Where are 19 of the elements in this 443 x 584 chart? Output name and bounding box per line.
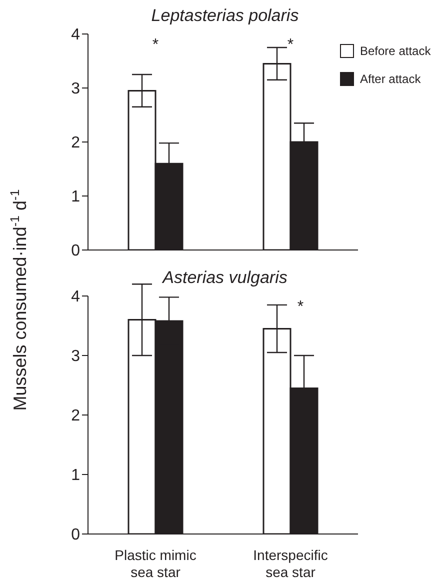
y-tick-label: 4 xyxy=(71,288,80,306)
y-tick-label: 3 xyxy=(71,348,80,366)
y-tick-label: 3 xyxy=(71,80,80,98)
y-tick-label: 1 xyxy=(71,467,80,484)
y-tick-label: 1 xyxy=(71,188,80,206)
legend-label: Before attack xyxy=(360,44,431,58)
annotation: * xyxy=(152,36,159,54)
y-tick-label: 0 xyxy=(71,526,80,544)
x-tick-label: Interspecific sea star xyxy=(253,547,328,580)
annotation: * xyxy=(297,298,304,316)
x-tick-label: Plastic mimic sea star xyxy=(114,547,196,580)
chart-title: Asterias vulgaris xyxy=(161,268,288,288)
y-tick-label: 4 xyxy=(71,26,80,44)
y-tick-label: 2 xyxy=(71,408,80,425)
chart-title: Leptasterias polaris xyxy=(150,6,300,26)
annotation: * xyxy=(287,36,294,54)
y-tick-label: 2 xyxy=(71,134,80,152)
legend-label: After attack xyxy=(360,72,421,86)
y-tick-label: 0 xyxy=(71,242,80,260)
